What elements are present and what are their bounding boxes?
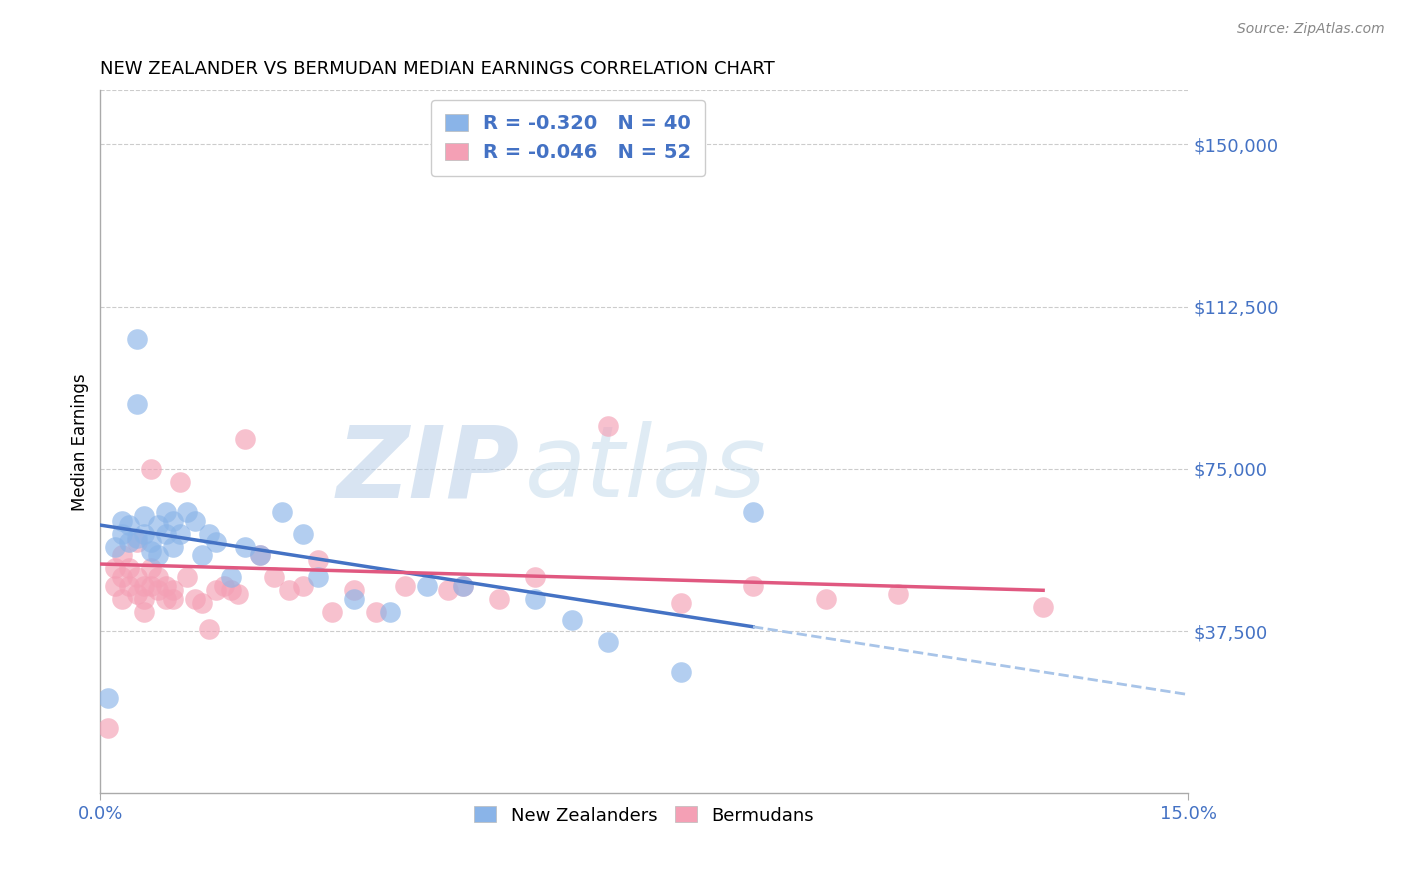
- Point: [212, 579, 235, 593]
- Point: [169, 475, 191, 489]
- Text: atlas: atlas: [524, 421, 766, 518]
- Point: [118, 535, 141, 549]
- Point: [139, 544, 162, 558]
- Point: [111, 570, 134, 584]
- Point: [104, 540, 127, 554]
- Legend: New Zealanders, Bermudans: New Zealanders, Bermudans: [465, 797, 823, 833]
- Point: [292, 526, 315, 541]
- Point: [219, 570, 242, 584]
- Point: [162, 591, 184, 606]
- Point: [249, 549, 271, 563]
- Point: [191, 549, 214, 563]
- Point: [125, 587, 148, 601]
- Point: [176, 570, 198, 584]
- Point: [198, 622, 221, 636]
- Point: [364, 605, 387, 619]
- Point: [132, 605, 155, 619]
- Point: [380, 605, 402, 619]
- Point: [125, 332, 148, 346]
- Point: [561, 613, 583, 627]
- Point: [125, 397, 148, 411]
- Point: [118, 579, 141, 593]
- Point: [139, 561, 162, 575]
- Point: [104, 561, 127, 575]
- Point: [226, 587, 249, 601]
- Point: [155, 526, 177, 541]
- Point: [125, 535, 148, 549]
- Point: [104, 579, 127, 593]
- Point: [125, 531, 148, 545]
- Point: [263, 570, 285, 584]
- Point: [148, 549, 170, 563]
- Point: [162, 514, 184, 528]
- Point: [118, 518, 141, 533]
- Point: [118, 561, 141, 575]
- Point: [148, 582, 170, 597]
- Point: [249, 549, 271, 563]
- Point: [97, 691, 120, 706]
- Point: [524, 591, 547, 606]
- Point: [451, 579, 474, 593]
- Point: [669, 665, 692, 680]
- Point: [524, 570, 547, 584]
- Point: [155, 579, 177, 593]
- Point: [198, 526, 221, 541]
- Point: [307, 570, 329, 584]
- Text: ZIP: ZIP: [336, 421, 519, 518]
- Point: [219, 582, 242, 597]
- Point: [292, 579, 315, 593]
- Point: [132, 526, 155, 541]
- Point: [162, 540, 184, 554]
- Point: [277, 582, 299, 597]
- Text: NEW ZEALANDER VS BERMUDAN MEDIAN EARNINGS CORRELATION CHART: NEW ZEALANDER VS BERMUDAN MEDIAN EARNING…: [100, 60, 775, 78]
- Point: [162, 582, 184, 597]
- Point: [148, 518, 170, 533]
- Point: [183, 514, 205, 528]
- Point: [111, 549, 134, 563]
- Point: [415, 579, 437, 593]
- Point: [111, 514, 134, 528]
- Point: [887, 587, 910, 601]
- Point: [139, 462, 162, 476]
- Point: [235, 432, 257, 446]
- Point: [139, 535, 162, 549]
- Y-axis label: Median Earnings: Median Earnings: [72, 373, 89, 510]
- Point: [148, 570, 170, 584]
- Point: [191, 596, 214, 610]
- Point: [111, 526, 134, 541]
- Point: [235, 540, 257, 554]
- Point: [139, 579, 162, 593]
- Point: [321, 605, 343, 619]
- Point: [183, 591, 205, 606]
- Point: [343, 582, 366, 597]
- Point: [132, 591, 155, 606]
- Point: [205, 582, 228, 597]
- Point: [125, 570, 148, 584]
- Point: [596, 635, 619, 649]
- Point: [176, 505, 198, 519]
- Point: [488, 591, 510, 606]
- Point: [270, 505, 292, 519]
- Point: [111, 591, 134, 606]
- Text: Source: ZipAtlas.com: Source: ZipAtlas.com: [1237, 22, 1385, 37]
- Point: [97, 722, 120, 736]
- Point: [155, 505, 177, 519]
- Point: [451, 579, 474, 593]
- Point: [132, 509, 155, 524]
- Point: [307, 552, 329, 566]
- Point: [437, 582, 460, 597]
- Point: [169, 526, 191, 541]
- Point: [155, 591, 177, 606]
- Point: [343, 591, 366, 606]
- Point: [596, 418, 619, 433]
- Point: [814, 591, 837, 606]
- Point: [205, 535, 228, 549]
- Point: [742, 505, 765, 519]
- Point: [669, 596, 692, 610]
- Point: [742, 579, 765, 593]
- Point: [132, 579, 155, 593]
- Point: [394, 579, 416, 593]
- Point: [1032, 600, 1054, 615]
